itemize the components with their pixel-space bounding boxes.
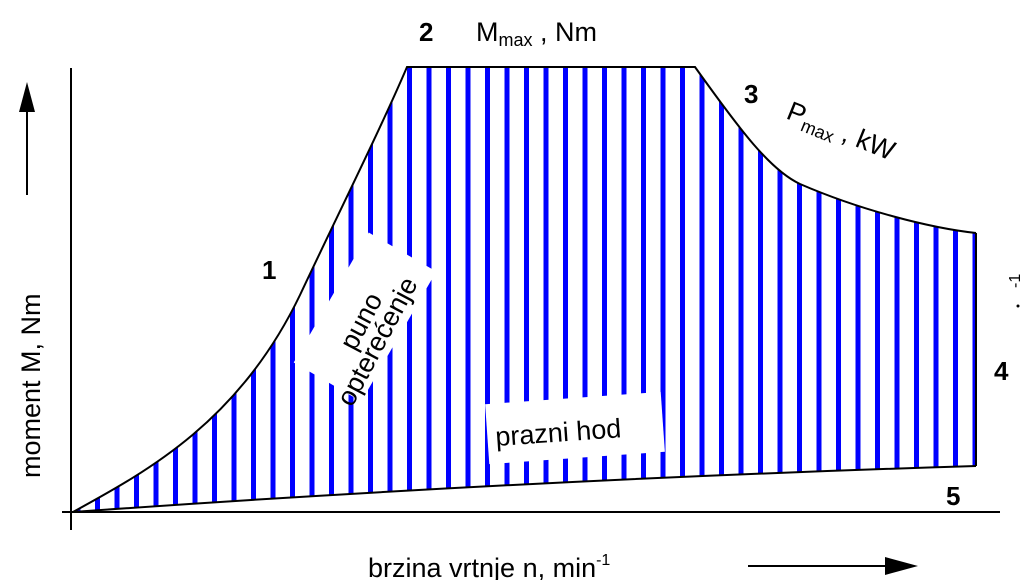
mmax-label: Mmax , Nm [476, 17, 597, 50]
stray-dot [1017, 305, 1020, 308]
point-1-label: 1 [262, 255, 276, 285]
x-axis-title: brzina vrtnje n, min-1 [368, 552, 610, 580]
point-4-label: 4 [994, 356, 1009, 386]
point-3-label: 3 [744, 79, 758, 109]
pmax-label: Pmax , kW [781, 96, 899, 170]
y-axis-title: moment M, Nm [16, 293, 46, 478]
y-direction-arrow [19, 82, 35, 195]
stray-superscript: -1 [1007, 274, 1024, 288]
point-2-label: 2 [419, 17, 433, 47]
point-5-label: 5 [946, 481, 960, 511]
x-direction-arrow [748, 557, 918, 575]
